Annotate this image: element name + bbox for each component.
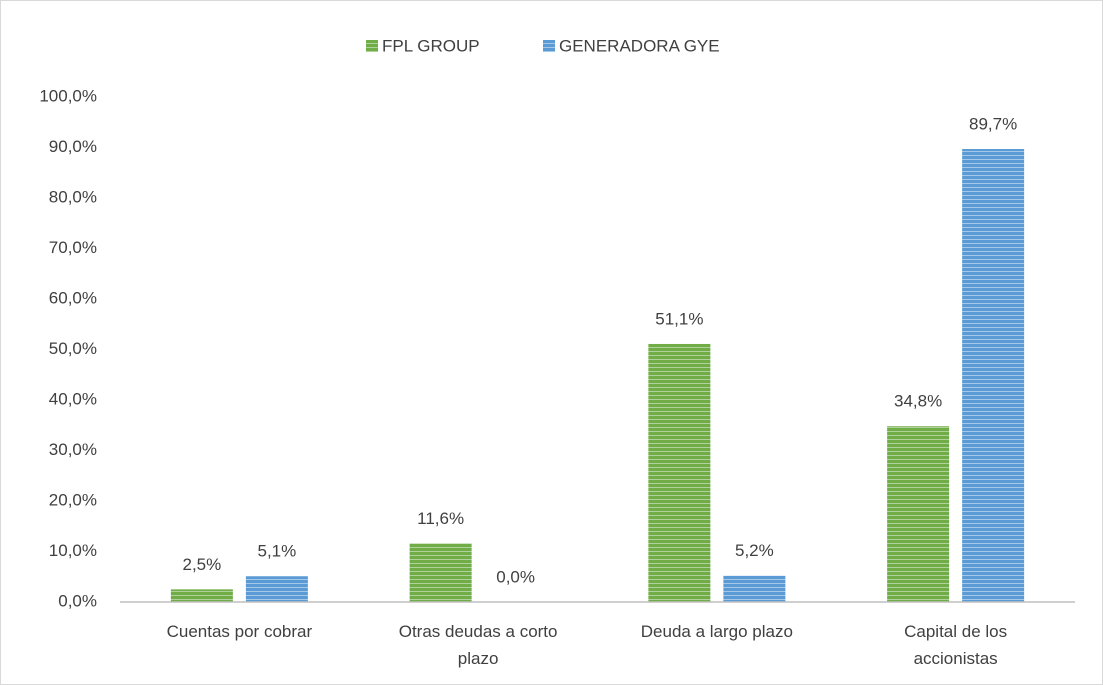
x-tick-label: Cuentas por cobrar [167, 622, 313, 641]
y-tick-label: 0,0% [58, 591, 97, 610]
bar [409, 543, 472, 602]
data-label: 2,5% [183, 555, 222, 574]
bar [962, 149, 1025, 602]
legend-label: GENERADORA GYE [559, 36, 720, 55]
bar [648, 343, 711, 602]
legend-swatch [366, 40, 378, 52]
y-tick-label: 100,0% [39, 86, 97, 105]
y-tick-label: 10,0% [49, 541, 97, 560]
y-tick-label: 50,0% [49, 339, 97, 358]
y-tick-label: 60,0% [49, 288, 97, 307]
data-label: 5,2% [735, 541, 774, 560]
data-label: 51,1% [655, 309, 703, 328]
data-label: 34,8% [894, 392, 942, 411]
data-label: 89,7% [969, 114, 1017, 133]
bar [887, 426, 950, 602]
bar [170, 589, 233, 602]
x-tick-label: Otras deudas a corto plazo [399, 622, 558, 668]
data-label: 0,0% [496, 567, 535, 586]
y-tick-label: 90,0% [49, 137, 97, 156]
bar [245, 576, 308, 602]
y-tick-label: 40,0% [49, 389, 97, 408]
legend-swatch [543, 40, 555, 52]
data-label: 5,1% [258, 542, 297, 561]
y-tick-label: 80,0% [49, 187, 97, 206]
y-tick-label: 20,0% [49, 490, 97, 509]
data-label: 11,6% [417, 509, 464, 528]
y-tick-label: 70,0% [49, 238, 97, 257]
legend-label: FPL GROUP [382, 36, 480, 55]
bar [723, 575, 786, 602]
y-tick-label: 30,0% [49, 440, 97, 459]
x-tick-label: Capital de los accionistas [904, 622, 1007, 668]
x-tick-label: Deuda a largo plazo [641, 622, 793, 641]
